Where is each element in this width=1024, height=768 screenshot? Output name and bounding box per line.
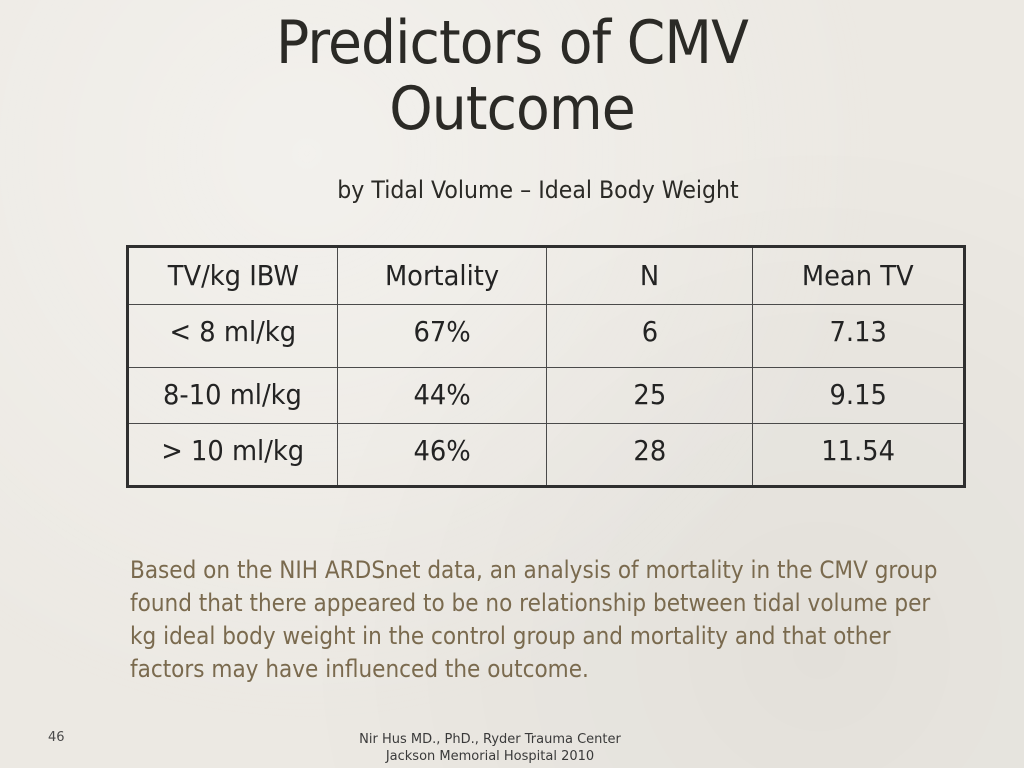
table-header-row: TV/kg IBW Mortality N Mean TV (127, 246, 965, 305)
table-cell: 8-10 ml/kg (127, 366, 338, 425)
table-cell: 6 (546, 303, 754, 368)
table-cell: 28 (546, 423, 754, 487)
slide-title: Predictors of CMV Outcome (41, 10, 983, 142)
table-row: > 10 ml/kg 46% 28 11.54 (127, 423, 965, 487)
slide-footer: Nir Hus MD., PhD., Ryder Trauma Center J… (290, 731, 690, 765)
slide-title-line-2: Outcome (389, 74, 635, 144)
table-row: 8-10 ml/kg 44% 25 9.15 (127, 366, 965, 425)
footer-line-1: Nir Hus MD., PhD., Ryder Trauma Center (359, 732, 621, 747)
body-paragraph: Based on the NIH ARDSnet data, an analys… (130, 556, 938, 683)
table-cell: 7.13 (752, 303, 965, 368)
table-cell: 46% (336, 423, 548, 487)
table-cell: 9.15 (752, 366, 965, 425)
table-header-cell: TV/kg IBW (127, 246, 338, 305)
table-cell: < 8 ml/kg (127, 303, 338, 368)
slide-title-line-1: Predictors of CMV (276, 8, 749, 78)
table-cell: > 10 ml/kg (127, 423, 338, 487)
data-table: TV/kg IBW Mortality N Mean TV < 8 ml/kg … (126, 245, 966, 488)
table-row: < 8 ml/kg 67% 6 7.13 (127, 303, 965, 368)
table-cell: 11.54 (752, 423, 965, 487)
table-header-cell: Mean TV (752, 246, 965, 305)
table-cell: 67% (336, 303, 548, 368)
slide-subtitle: by Tidal Volume – Ideal Body Weight (337, 176, 739, 204)
page-number: 46 (48, 730, 65, 745)
footer-line-2: Jackson Memorial Hospital 2010 (385, 749, 595, 764)
table-header-cell: N (546, 246, 754, 305)
table-cell: 44% (336, 366, 548, 425)
table-cell: 25 (546, 366, 754, 425)
table-header-cell: Mortality (336, 246, 548, 305)
